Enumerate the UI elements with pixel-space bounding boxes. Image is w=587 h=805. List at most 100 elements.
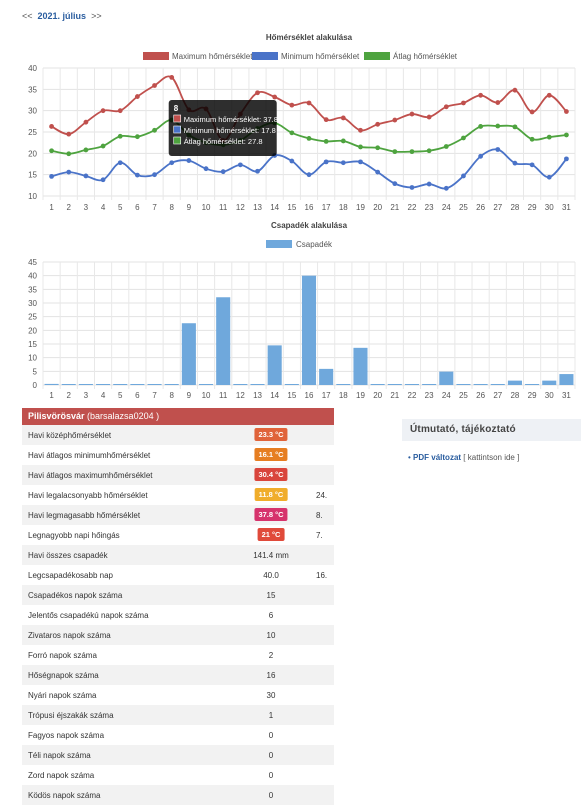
bullet-icon: • bbox=[408, 453, 411, 462]
precipitation-bar bbox=[507, 380, 522, 385]
x-tick-label: 5 bbox=[118, 391, 123, 400]
x-tick-label: 12 bbox=[236, 391, 245, 400]
precipitation-bar bbox=[490, 384, 505, 385]
y-tick-label: 35 bbox=[28, 85, 37, 94]
precipitation-bar bbox=[250, 384, 265, 385]
prev-month-button[interactable]: << bbox=[22, 11, 33, 21]
x-tick-label: 17 bbox=[322, 203, 331, 212]
next-month-button[interactable]: >> bbox=[91, 11, 102, 21]
data-point bbox=[443, 185, 449, 191]
data-point bbox=[358, 127, 363, 133]
x-tick-label: 23 bbox=[425, 391, 434, 400]
stats-label: Csapadékos napok száma bbox=[28, 591, 123, 600]
tooltip-title: 8 bbox=[174, 104, 179, 113]
precipitation-bar bbox=[44, 383, 59, 385]
stats-label: Forró napok száma bbox=[28, 651, 97, 660]
stats-row: Havi legmagasabb hőmérséklet 37.8 °C 8. bbox=[22, 505, 334, 525]
y-tick-label: 15 bbox=[28, 171, 37, 180]
stats-day: 16. bbox=[316, 571, 328, 580]
data-point bbox=[323, 117, 329, 123]
x-tick-label: 17 bbox=[322, 391, 331, 400]
temperature-chart: Hőmérséklet alakulása Maximum hőmérséklet… bbox=[28, 33, 576, 212]
data-point bbox=[426, 181, 432, 187]
stats-value: 0 bbox=[268, 751, 274, 760]
x-tick-label: 25 bbox=[459, 391, 468, 400]
x-tick-label: 2 bbox=[67, 203, 72, 212]
data-point bbox=[426, 148, 432, 154]
tooltip-line: Átlag hőmérséklet: 27.8 bbox=[184, 137, 263, 146]
stats-row: Zord napok száma 0 bbox=[22, 765, 334, 785]
precipitation-bar bbox=[525, 384, 540, 385]
stats-row: Legcsapadékosabb nap 40.0 16. bbox=[22, 565, 334, 585]
data-point bbox=[272, 94, 278, 100]
stats-label: Havi középhőmérséklet bbox=[28, 431, 112, 440]
data-point bbox=[83, 119, 89, 125]
precipitation-bar bbox=[439, 371, 454, 385]
stats-value: 0 bbox=[268, 771, 274, 780]
stats-value-badge: 11.8 °C bbox=[254, 488, 288, 501]
x-tick-label: 8 bbox=[169, 391, 174, 400]
legend-label: Csapadék bbox=[296, 240, 333, 249]
stats-value: 0 bbox=[268, 791, 274, 800]
stats-value-badge: 30.4 °C bbox=[254, 468, 288, 481]
stats-value: 2 bbox=[268, 651, 274, 660]
data-point bbox=[220, 169, 226, 175]
x-tick-label: 27 bbox=[493, 203, 502, 212]
stats-value-badge: 23.3 °C bbox=[254, 428, 288, 441]
precipitation-bar bbox=[181, 323, 196, 385]
precipitation-bar bbox=[164, 384, 179, 385]
stats-label: Havi átlagos maximumhőmérséklet bbox=[28, 471, 153, 480]
data-point bbox=[100, 143, 106, 149]
data-point bbox=[529, 109, 535, 115]
x-tick-label: 19 bbox=[356, 203, 365, 212]
data-point bbox=[529, 162, 535, 168]
data-point bbox=[495, 123, 501, 129]
data-point bbox=[169, 160, 175, 166]
x-tick-label: 20 bbox=[373, 391, 382, 400]
precipitation-bar bbox=[61, 384, 76, 385]
stats-label: Legnagyobb napi hőingás bbox=[28, 531, 120, 540]
stats-row: Hőségnapok száma 16 bbox=[22, 665, 334, 685]
stats-label: Havi átlagos minimumhőmérséklet bbox=[28, 451, 151, 460]
precipitation-bar bbox=[336, 384, 351, 385]
precipitation-bar bbox=[198, 384, 214, 385]
pdf-version-link[interactable]: PDF változat bbox=[413, 453, 462, 462]
y-tick-label: 0 bbox=[33, 381, 38, 390]
data-point bbox=[512, 87, 518, 93]
data-point bbox=[323, 138, 329, 144]
x-tick-label: 25 bbox=[459, 203, 468, 212]
stats-value: 6 bbox=[268, 611, 274, 620]
stats-label: Jelentős csapadékú napok száma bbox=[28, 611, 149, 620]
stats-value: 141.4 mm bbox=[253, 551, 289, 560]
stats-row: Fagyos napok száma 0 bbox=[22, 725, 334, 745]
y-tick-label: 5 bbox=[33, 367, 38, 376]
stats-value: 16 bbox=[266, 671, 276, 680]
x-tick-label: 3 bbox=[84, 391, 89, 400]
stats-row: Csapadékos napok száma 15 bbox=[22, 585, 334, 605]
data-point bbox=[478, 153, 484, 159]
stats-row: Jelentős csapadékú napok száma 6 bbox=[22, 605, 334, 625]
x-tick-label: 12 bbox=[236, 203, 245, 212]
data-point bbox=[289, 102, 295, 108]
data-point bbox=[564, 132, 569, 138]
stats-row: Ködös napok száma 0 bbox=[22, 785, 334, 805]
x-tick-label: 16 bbox=[305, 391, 314, 400]
data-point bbox=[340, 138, 346, 144]
data-point bbox=[443, 104, 449, 110]
data-point bbox=[461, 135, 466, 141]
data-point bbox=[546, 134, 552, 140]
y-tick-label: 15 bbox=[28, 340, 37, 349]
precipitation-bar bbox=[233, 384, 248, 385]
x-tick-label: 29 bbox=[528, 203, 537, 212]
data-point bbox=[461, 100, 466, 106]
x-tick-label: 9 bbox=[187, 391, 192, 400]
x-tick-label: 31 bbox=[562, 391, 571, 400]
precipitation-bar bbox=[301, 275, 317, 385]
stats-label: Zord napok száma bbox=[28, 771, 95, 780]
tooltip-swatch bbox=[173, 136, 182, 145]
data-point bbox=[117, 108, 123, 114]
x-tick-label: 20 bbox=[373, 203, 382, 212]
stats-value: 1 bbox=[268, 711, 274, 720]
data-point bbox=[83, 147, 89, 153]
data-point bbox=[340, 160, 346, 166]
